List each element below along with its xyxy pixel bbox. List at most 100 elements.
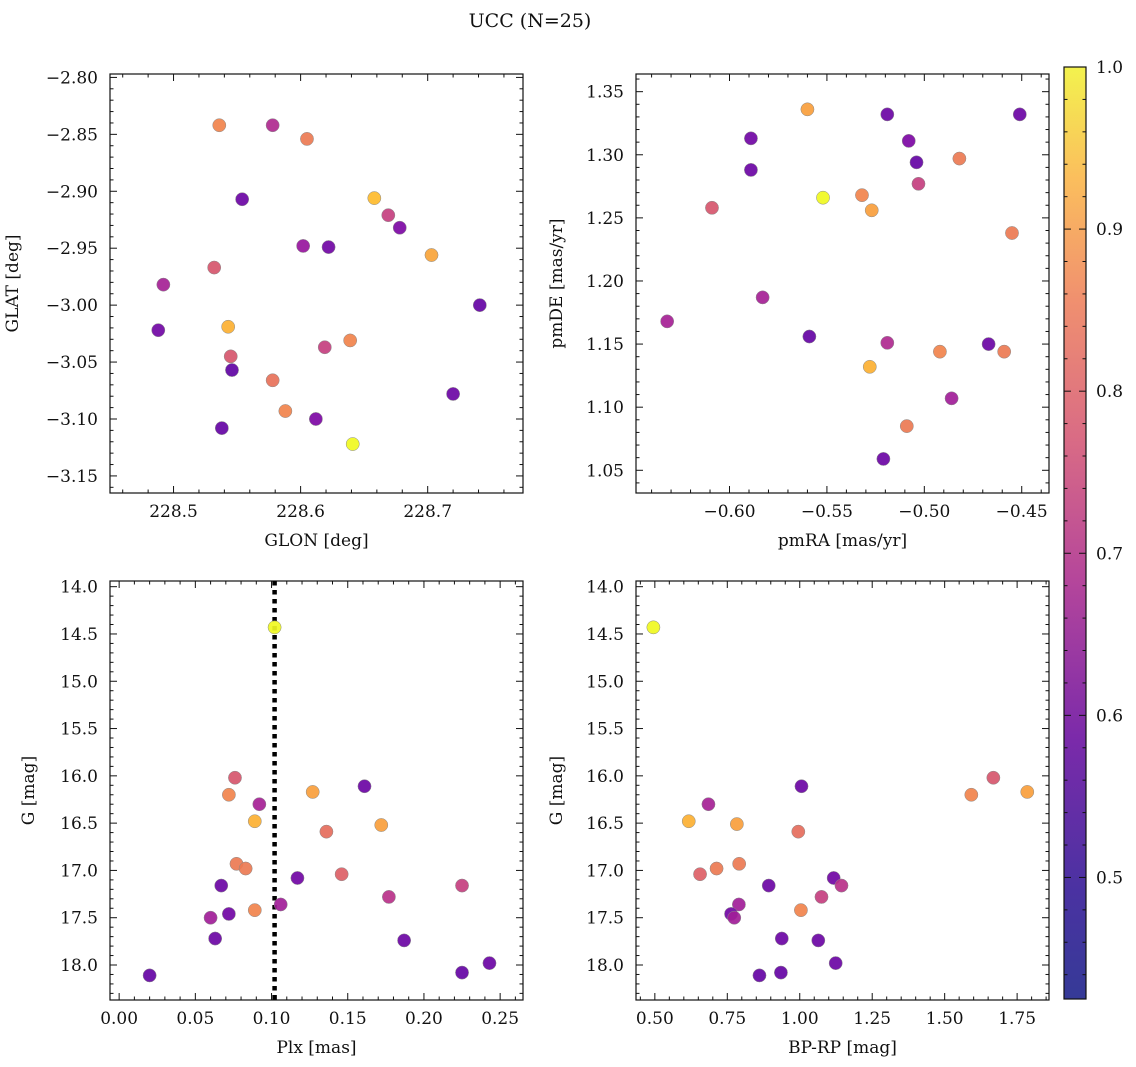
scatter-point [800,102,815,117]
x-tick-label: 1.50 [926,1009,964,1029]
y-tick-label: 1.10 [586,398,624,418]
scatter-point [880,107,895,122]
scatter-point [203,910,218,925]
scatter-point [752,968,767,983]
scatter-point [964,787,979,802]
scatter-point [397,933,411,948]
panel-plx-g: 0.00 0.05 0.10 0.15 0.20 0.25 14.0 14.5 15.0 15.5… [19,578,524,1058]
y-tick-label: 17.0 [586,861,624,881]
y-tick-label: 14.5 [60,625,98,645]
x-axis-label: Plx [mas] [276,1038,356,1058]
scatter-point [392,220,407,235]
scatter-point [1005,226,1019,240]
scatter-point [899,419,914,433]
y-tick-label: 15.5 [586,720,624,740]
y-tick-label: 16.0 [586,767,624,787]
scatter-point [761,878,776,893]
scatter-point [864,203,879,218]
y-tick-label: 1.15 [586,335,624,355]
scatter-point [265,373,280,388]
scatter-point [222,787,236,802]
scatter-point [944,391,959,406]
scatter-point [755,290,770,305]
scatter-point [142,968,157,983]
y-axis-label: G [mag] [547,756,567,825]
x-tick-label: 0.05 [176,1009,214,1029]
scatter-point [343,333,358,348]
scatter-point [744,163,758,177]
scatter-point [855,188,869,203]
y-tick-label: 15.5 [60,720,98,740]
scatter-point [701,797,716,812]
scatter-point [207,260,222,275]
panel-bprp-g: 0.50 0.75 1.00 1.25 1.50 1.75 14.0 14.5 15.0 15.5… [547,578,1050,1058]
scatter-point [911,176,926,191]
y-tick-label: 18.0 [60,956,98,976]
scatter-point [986,770,1001,785]
y-axis-label: G [mag] [19,756,39,825]
x-tick-label: 228.6 [276,502,325,522]
scatter-point [367,191,382,205]
x-tick-label: 0.00 [100,1009,138,1029]
scatter-point [267,620,282,635]
x-tick-label: −0.60 [703,502,755,522]
scatter-point [952,151,967,166]
scatter-point [300,132,314,146]
scatter-point [309,412,323,426]
x-axis-label: GLON [deg] [264,531,368,551]
scatter-point [794,903,808,917]
scatter-point [208,931,223,946]
scatter-point [225,363,239,377]
scatter-point [156,277,171,292]
x-tick-label: 228.5 [149,502,198,522]
y-tick-label: 14.0 [586,578,624,598]
x-tick-label: 0.10 [253,1009,291,1029]
x-tick-label: 1.75 [998,1009,1036,1029]
scatter-point [345,437,360,451]
scatter-point [334,867,349,882]
scatter-point [273,897,288,912]
y-tick-label: 1.20 [586,272,624,292]
scatter-point [247,903,262,917]
colorbar-tick-label: 1.0 [1096,58,1123,78]
panel-glon-glat: 228.5 228.6 228.7 −3.15 −3.10 −3.05 −3.00 −2.95… [3,68,524,551]
scatter-point [693,867,707,882]
y-tick-label: 14.5 [586,625,624,645]
x-tick-label: 0.20 [405,1009,443,1029]
scatter-point [774,931,789,946]
scatter-point [981,337,996,351]
scatter-point [1012,107,1027,122]
scatter-point [901,134,916,148]
y-tick-label: −2.80 [46,68,98,88]
scatter-point [646,620,661,635]
colorbar-gradient [1063,66,1087,1000]
scatter-point [933,344,947,359]
scatter-point [228,770,242,785]
y-tick-label: 1.25 [586,209,624,229]
y-tick-label: 16.5 [60,814,98,834]
x-tick-label: 228.7 [403,502,452,522]
scatter-point [278,404,293,418]
scatter-point [214,878,229,893]
scatter-point [357,779,372,794]
scatter-point [802,329,817,344]
colorbar-tick-label: 0.8 [1096,382,1123,402]
axes-frame [635,580,1050,1001]
scatter-point [252,797,267,812]
scatter-point [732,856,747,871]
scatter-point [811,933,826,948]
scatter-point [235,192,250,207]
y-tick-label: 1.35 [586,83,624,103]
colorbar-tick-label: 0.9 [1096,220,1123,240]
scatter-point [1020,785,1035,799]
y-tick-label: −2.85 [46,125,98,145]
scatter-point [455,878,469,893]
colorbar-tick-label: 0.5 [1096,868,1123,888]
scatter-point [223,349,238,364]
x-tick-label: 0.15 [329,1009,367,1029]
scatter-point [732,897,746,912]
colorbar-tick-label: 0.6 [1096,706,1123,726]
x-tick-label: 0.50 [636,1009,674,1029]
x-axis-label: pmRA [mas/yr] [778,531,907,551]
scatter-point [265,118,280,133]
